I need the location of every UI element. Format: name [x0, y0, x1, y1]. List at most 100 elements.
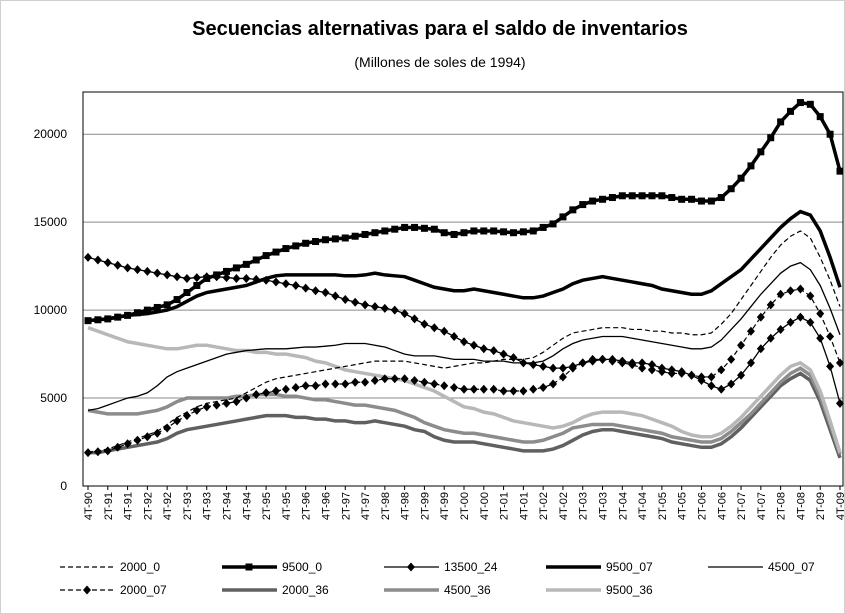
marker-diamond — [489, 384, 498, 394]
marker-diamond — [549, 379, 558, 389]
marker-square — [668, 194, 676, 202]
marker-square — [549, 220, 557, 228]
marker-diamond — [212, 272, 221, 282]
marker-diamond — [400, 309, 409, 319]
legend-label: 9500_36 — [606, 583, 653, 597]
marker-diamond — [648, 365, 656, 375]
marker-diamond — [717, 384, 726, 394]
marker-diamond — [826, 331, 835, 341]
marker-diamond — [321, 379, 330, 389]
legend-label: 4500_07 — [768, 560, 815, 574]
marker-square — [757, 148, 765, 156]
marker-square — [579, 201, 587, 209]
marker-diamond — [479, 344, 488, 354]
series — [87, 209, 842, 323]
marker-square — [628, 192, 636, 200]
marker-square — [183, 289, 191, 297]
marker-square — [262, 252, 270, 260]
marker-square — [836, 167, 844, 175]
marker-diamond — [242, 393, 251, 403]
marker-diamond — [390, 374, 399, 384]
series-line — [87, 326, 842, 454]
marker-diamond — [103, 258, 112, 268]
x-tick-label: 4T-03 — [598, 492, 610, 520]
legend-item: 2000_07 — [60, 583, 167, 597]
marker-diamond — [262, 388, 271, 398]
marker-diamond — [737, 370, 746, 380]
marker-diamond — [737, 340, 746, 350]
marker-diamond — [786, 286, 795, 296]
marker-diamond — [776, 289, 785, 299]
marker-diamond — [618, 358, 627, 368]
x-tick-label: 4T-00 — [479, 492, 491, 520]
marker-diamond — [479, 384, 488, 394]
marker-diamond — [440, 381, 449, 391]
legend-item: 13500_24 — [384, 560, 498, 574]
marker-diamond — [291, 280, 300, 290]
marker-square — [361, 230, 369, 238]
x-tick-label: 4T-04 — [637, 492, 649, 520]
x-tick-label: 4T-96 — [320, 492, 332, 520]
legend-label: 2000_0 — [120, 560, 160, 574]
marker-square — [787, 107, 795, 115]
marker-diamond — [420, 319, 429, 329]
series — [84, 284, 844, 458]
marker-diamond — [727, 354, 736, 364]
marker-diamond — [410, 375, 419, 385]
marker-diamond — [272, 277, 280, 287]
marker-diamond — [638, 358, 647, 368]
marker-diamond — [598, 354, 607, 364]
marker-diamond — [816, 333, 825, 343]
marker-diamond — [143, 266, 152, 276]
marker-diamond — [667, 368, 676, 378]
marker-diamond — [390, 305, 399, 315]
y-tick-label: 20000 — [34, 127, 68, 141]
marker-diamond — [509, 386, 518, 396]
legend-label: 2000_07 — [120, 583, 167, 597]
marker-diamond — [407, 562, 415, 572]
marker-square — [282, 245, 290, 253]
marker-square — [599, 195, 607, 203]
marker-diamond — [232, 273, 241, 283]
marker-diamond — [499, 386, 508, 396]
marker-diamond — [440, 326, 449, 336]
marker-diamond — [212, 400, 221, 410]
marker-square — [638, 192, 646, 200]
marker-square — [509, 229, 517, 237]
x-tick-label: 4T-02 — [558, 492, 570, 520]
marker-diamond — [430, 379, 439, 389]
marker-square — [341, 234, 349, 242]
marker-diamond — [638, 363, 647, 373]
marker-square — [245, 563, 253, 571]
marker-diamond — [192, 405, 201, 415]
marker-diamond — [83, 585, 91, 595]
marker-diamond — [450, 331, 459, 341]
marker-diamond — [133, 435, 142, 445]
marker-diamond — [568, 363, 577, 373]
marker-diamond — [400, 374, 409, 384]
marker-diamond — [370, 302, 379, 312]
marker-diamond — [143, 432, 152, 442]
legend-label: 2000_36 — [282, 583, 329, 597]
y-tick-label: 0 — [60, 479, 67, 493]
marker-square — [648, 192, 656, 200]
marker-diamond — [242, 273, 251, 283]
marker-diamond — [252, 390, 261, 400]
marker-diamond — [558, 363, 567, 373]
marker-square — [371, 229, 379, 237]
marker-square — [272, 248, 280, 256]
marker-square — [737, 174, 745, 182]
marker-diamond — [163, 270, 172, 280]
marker-square — [490, 227, 498, 235]
series — [87, 261, 841, 412]
marker-square — [84, 317, 92, 325]
marker-square — [391, 225, 399, 233]
marker-square — [401, 223, 409, 231]
x-tick-label: 2T-06 — [696, 492, 708, 520]
x-tick-label: 4T-05 — [677, 492, 689, 520]
marker-diamond — [806, 291, 815, 301]
marker-diamond — [153, 428, 162, 438]
x-tick-label: 4T-01 — [518, 492, 530, 520]
